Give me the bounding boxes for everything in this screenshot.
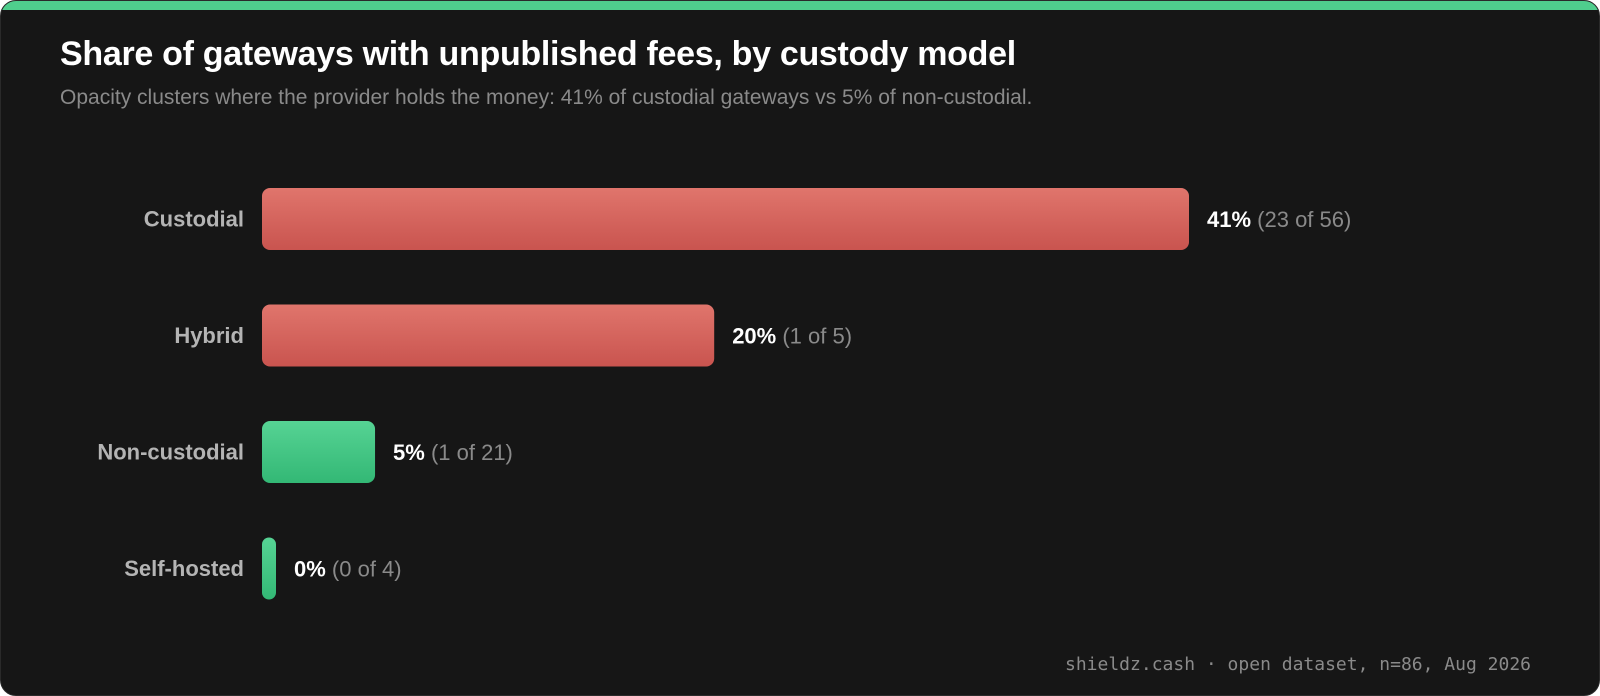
value-label: 5%: [393, 440, 425, 465]
bar-row: Non-custodial 5% (1 of 21): [97, 421, 513, 483]
bar-row: Hybrid 20% (1 of 5): [174, 304, 852, 367]
value-label: 41%: [1207, 207, 1251, 232]
category-label: Custodial: [144, 207, 244, 232]
bar: [262, 421, 376, 483]
count-label: (1 of 21): [425, 440, 513, 465]
footer-source: shieldz.cash · open dataset, n=86, Aug 2…: [1065, 654, 1531, 675]
count-label: (1 of 5): [776, 323, 852, 348]
count-label: (0 of 4): [326, 556, 402, 581]
bar-row: Self-hosted 0% (0 of 4): [124, 537, 402, 600]
bar: [262, 304, 715, 367]
data-label: 20% (1 of 5): [732, 323, 852, 348]
category-label: Self-hosted: [124, 556, 244, 581]
data-label: 0% (0 of 4): [294, 556, 402, 581]
bar: [262, 537, 276, 600]
chart-subtitle: Opacity clusters where the provider hold…: [60, 86, 1033, 109]
count-label: (23 of 56): [1251, 207, 1351, 232]
bar: [262, 188, 1189, 250]
value-label: 20%: [732, 323, 776, 348]
top-accent-bar: [1, 1, 1599, 10]
data-label: 5% (1 of 21): [393, 440, 513, 465]
data-label: 41% (23 of 56): [1207, 207, 1351, 232]
bars-group: Custodial 41% (23 of 56) Hybrid 20% (1 of 5…: [97, 188, 1351, 600]
category-label: Non-custodial: [97, 440, 244, 465]
category-label: Hybrid: [174, 323, 244, 348]
value-label: 0%: [294, 556, 326, 581]
chart-title: Share of gateways with unpublished fees,…: [60, 35, 1016, 73]
bar-row: Custodial 41% (23 of 56): [144, 188, 1351, 250]
